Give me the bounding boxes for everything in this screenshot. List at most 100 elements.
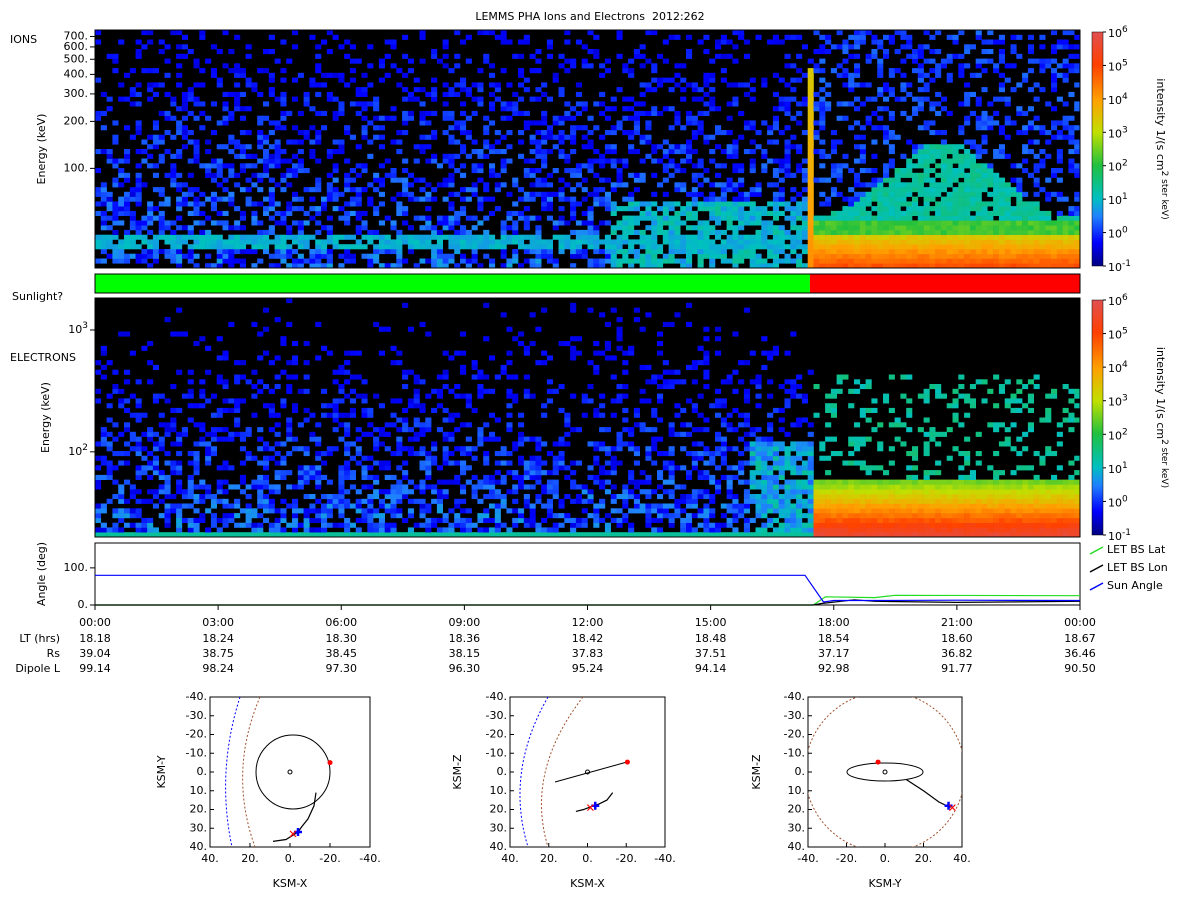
colorbar-tick-label: 106 xyxy=(1108,293,1128,309)
panel-frame xyxy=(94,297,1081,538)
y-tick-label: -10. xyxy=(186,746,207,759)
x-tick-label: 40. xyxy=(501,852,519,865)
ephemeris-value: 92.98 xyxy=(818,662,850,675)
y-axis-label: Angle (deg) xyxy=(35,542,48,606)
y-tick-label: 0. xyxy=(78,598,89,611)
ephemeris-value: 18.54 xyxy=(818,632,850,645)
moon-orbit xyxy=(554,761,628,783)
sunlight-segment xyxy=(809,274,1080,293)
legend-swatch xyxy=(1089,582,1104,591)
ephemeris-value: 36.82 xyxy=(941,647,973,660)
colorbar xyxy=(1091,31,1104,267)
y-tick-label: 30. xyxy=(788,821,806,834)
colorbar-tick-label: 100 xyxy=(1108,225,1128,241)
y-tick-label: 20. xyxy=(490,803,508,816)
y-tick-label: 20. xyxy=(788,803,806,816)
y-axis-label: Energy (keV) xyxy=(39,382,52,453)
legend-swatch xyxy=(1089,546,1104,555)
x-tick-label: 03:00 xyxy=(202,616,234,629)
ephemeris-value: 96.30 xyxy=(449,662,481,675)
x-tick-label: 06:00 xyxy=(325,616,357,629)
y-tick-label: 0. xyxy=(497,765,508,778)
ephemeris-value: 39.04 xyxy=(79,647,111,660)
y-tick-label: 40. xyxy=(788,840,806,853)
ephemeris-value: 97.30 xyxy=(326,662,358,675)
ephemeris-value: 18.24 xyxy=(202,632,234,645)
x-tick-label: 20. xyxy=(915,852,933,865)
marker-dot xyxy=(624,759,630,765)
ephemeris-value: 18.42 xyxy=(572,632,604,645)
y-tick-label: 102 xyxy=(68,442,88,458)
moon-orbit xyxy=(846,762,924,782)
series-line xyxy=(95,599,1081,606)
ephemeris-value: 38.45 xyxy=(326,647,358,660)
x-tick-label: -40. xyxy=(797,852,818,865)
ephemeris-value: 18.60 xyxy=(941,632,973,645)
colorbar-tick-label: 103 xyxy=(1108,125,1128,141)
marker-x xyxy=(586,804,594,812)
y-tick-label: 30. xyxy=(490,821,508,834)
spectrogram-texture xyxy=(95,298,1081,538)
colorbar-label: intensity 1/(s cm2 ster keV) xyxy=(1154,78,1170,219)
ephemeris-value: 98.24 xyxy=(202,662,234,675)
colorbar-label: intensity 1/(s cm2 ster keV) xyxy=(1154,347,1170,488)
y-tick-label: 600. xyxy=(64,40,89,53)
x-tick-label: 20. xyxy=(241,852,259,865)
ephemeris-value: 91.77 xyxy=(941,662,973,675)
colorbar-tick-label: 105 xyxy=(1108,326,1128,342)
colorbar xyxy=(1091,299,1104,536)
ephemeris-label: LT (hrs) xyxy=(19,632,60,645)
marker-dot xyxy=(327,760,333,766)
x-tick-label: 09:00 xyxy=(449,616,481,629)
x-axis-label: KSM-Y xyxy=(868,877,901,890)
ephemeris-value: 37.17 xyxy=(818,647,850,660)
planet xyxy=(585,769,590,775)
ephemeris-value: 18.18 xyxy=(79,632,111,645)
ephemeris-value: 38.75 xyxy=(202,647,234,660)
y-tick-label: 40. xyxy=(490,840,508,853)
colorbar-tick-label: 104 xyxy=(1108,360,1128,376)
x-tick-label: 20. xyxy=(540,852,558,865)
panel-frame xyxy=(94,542,1081,606)
orbit-frame xyxy=(209,696,371,848)
ephemeris-value: 99.14 xyxy=(79,662,111,675)
x-tick-label: 40. xyxy=(201,852,219,865)
x-tick-label: 15:00 xyxy=(695,616,727,629)
marker-dot xyxy=(875,759,881,765)
y-tick-label: 40. xyxy=(190,840,208,853)
x-tick-label: 00:00 xyxy=(79,616,111,629)
ephemeris-value: 18.36 xyxy=(449,632,481,645)
y-tick-label: 200. xyxy=(64,114,89,127)
x-tick-label: 0. xyxy=(285,852,296,865)
y-tick-label: -10. xyxy=(784,746,805,759)
x-axis-label: KSM-X xyxy=(570,877,605,890)
x-tick-label: 18:00 xyxy=(818,616,850,629)
boundary-dashed xyxy=(225,697,241,847)
y-axis-label: Energy (keV) xyxy=(35,114,48,185)
x-tick-label: 40. xyxy=(953,852,971,865)
ephemeris-label: Dipole L xyxy=(15,662,61,675)
x-tick-label: -40. xyxy=(654,852,675,865)
y-tick-label: -30. xyxy=(784,709,805,722)
y-tick-label: 100. xyxy=(64,161,89,174)
x-tick-label: -20. xyxy=(836,852,857,865)
y-tick-label: 10. xyxy=(788,784,806,797)
legend-label: LET BS Lon xyxy=(1107,561,1168,574)
planet xyxy=(882,769,888,775)
y-tick-label: 500. xyxy=(64,52,89,65)
colorbar-tick-label: 10-1 xyxy=(1108,528,1131,544)
ephemeris-value: 37.51 xyxy=(695,647,727,660)
sunlight-segment xyxy=(95,274,810,293)
panel-frame xyxy=(94,273,1081,294)
colorbar-tick-label: 100 xyxy=(1108,494,1128,510)
y-axis-label: KSM-Y xyxy=(155,755,168,788)
ephemeris-value: 90.50 xyxy=(1064,662,1096,675)
boundary-dashed xyxy=(519,697,549,847)
y-tick-label: -20. xyxy=(486,728,507,741)
y-tick-label: -40. xyxy=(784,690,805,703)
chart-title: LEMMS PHA Ions and Electrons 2012:262 xyxy=(475,10,704,23)
legend-label: LET BS Lat xyxy=(1107,543,1166,556)
y-tick-label: -30. xyxy=(486,709,507,722)
ephemeris-value: 18.67 xyxy=(1064,632,1096,645)
